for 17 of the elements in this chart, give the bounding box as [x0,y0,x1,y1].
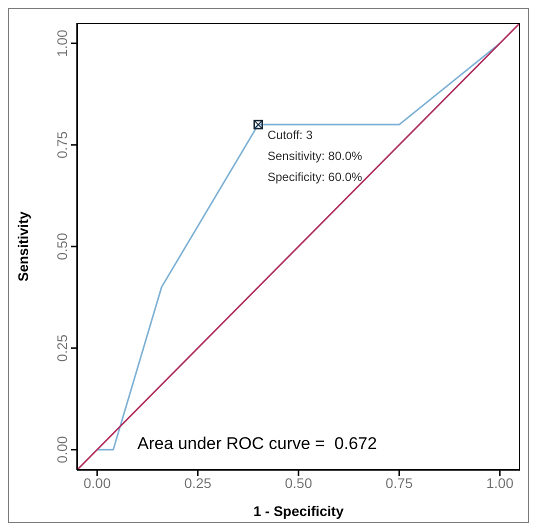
y-tick-label: 0.00 [54,436,70,464]
y-tick-label: 0.75 [54,131,70,159]
x-tick-label: 0.75 [386,474,414,491]
y-tick-label: 0.50 [54,232,70,260]
y-tick-label: 0.25 [54,334,70,362]
line-series [96,42,501,450]
y-axis-title: Sensitivity [14,211,31,282]
x-axis-title: 1 - Specificity [253,503,344,519]
annotation: Cutoff: 3 [267,128,313,142]
annotation: Specificity: 60.0% [267,170,362,184]
annotation: Sensitivity: 80.0% [267,149,362,164]
y-tick-label: 1.00 [54,29,70,57]
x-tick-label: 1.00 [486,474,514,491]
x-tick-label: 0.50 [284,474,312,491]
x-tick-label: 0.00 [84,474,111,491]
annotation: Area under ROC curve = 0.672 [137,434,377,454]
x-tick-label: 0.25 [184,474,212,491]
